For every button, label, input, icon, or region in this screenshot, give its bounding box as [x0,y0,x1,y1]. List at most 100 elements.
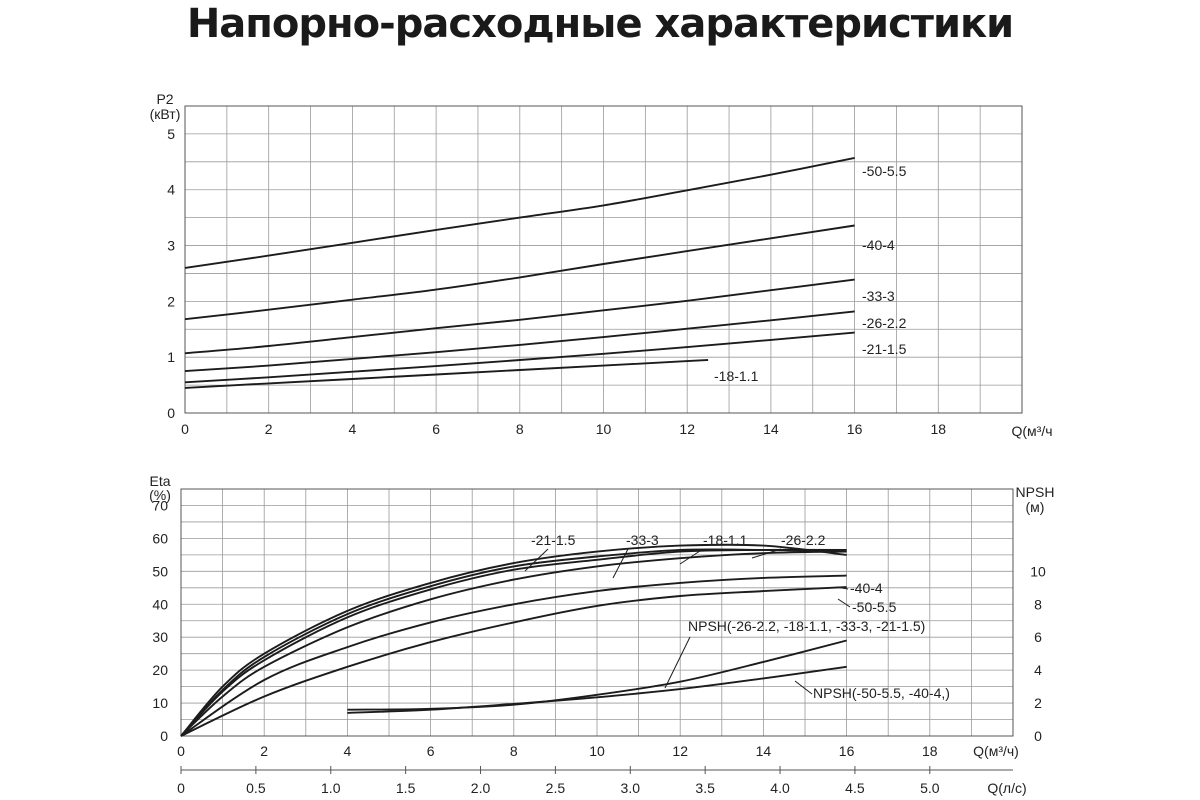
secondary-x-tick-label: 1.5 [396,780,416,796]
y2-tick-label: 4 [1034,662,1042,678]
secondary-x-tick-label: 2.5 [546,780,566,796]
series-label: -50-5.5 [852,599,897,615]
y2-axis-label: (м) [1026,499,1045,515]
y-tick-label: 1 [167,349,175,365]
x-tick-label: 2 [265,421,273,437]
secondary-x-tick-label: 0 [177,780,185,796]
label-leader-line [794,680,813,695]
y-tick-label: 20 [152,662,168,678]
power-chart: 0 2 4 6 8 10 12 14 16 18012345P2(кВт)Q(м³/ч-50-5.… [150,91,1053,439]
label-leader-line [835,586,849,590]
series-label: -18-1.1 [714,368,759,384]
x-tick-label: 16 [847,421,863,437]
x-tick-label: 4 [349,421,357,437]
x-tick-label: 10 [596,421,612,437]
y-tick-label: 10 [152,695,168,711]
x-tick-label: 10 [589,743,605,759]
x-tick-label: 0 [181,421,189,437]
y-tick-label: 0 [167,405,175,421]
x-tick-label: 4 [344,743,352,759]
y-tick-label: 5 [167,126,175,142]
y-tick-label: 2 [167,293,175,309]
efficiency-npsh-chart: 0 2 4 6 8 10 12 14 16 18 0 10 20 30 40 50 60 70 0 2 4 6 8 10 Eta… [149,473,1054,796]
series-label: NPSH(-50-5.5, -40-4,) [813,685,950,701]
series-label: -26-2.2 [862,315,907,331]
series-label: -33-3 [626,532,659,548]
series-line [180,574,847,737]
y2-tick-label: 0 [1034,728,1042,744]
plot-frame [184,105,1023,414]
x-tick-label: 16 [839,743,855,759]
x-tick-label: 6 [427,743,435,759]
y-tick-label: 4 [167,182,175,198]
label-leader-line [524,548,549,572]
series-label: -50-5.5 [862,163,907,179]
y-axis-label: (кВт) [150,106,181,122]
x-tick-label: 12 [672,743,688,759]
series-line [180,548,847,737]
y2-tick-label: 2 [1034,695,1042,711]
secondary-x-tick-label: 0.5 [246,780,266,796]
secondary-x-tick-label: 3.0 [621,780,641,796]
y2-tick-label: 8 [1034,596,1042,612]
x-tick-label: 0 [177,743,185,759]
series-line [184,156,855,269]
x-tick-label: 14 [763,421,779,437]
y2-tick-label: 10 [1030,563,1046,579]
y2-axis-label: NPSH [1016,484,1055,500]
series-label: -40-4 [862,237,895,253]
series-label: -33-3 [862,288,895,304]
y2-tick-label: 6 [1034,629,1042,645]
label-leader-line [664,636,691,689]
plot-frame [180,488,1014,737]
x-tick-label: 2 [260,743,268,759]
label-leader-line [837,598,851,608]
series-line [184,359,709,389]
y-axis-label: (%) [149,487,171,503]
y-tick-label: 50 [152,563,168,579]
y-tick-label: 30 [152,629,168,645]
series-label: -18-1.1 [703,532,748,548]
series-line [180,543,847,737]
page-title: Напорно-расходные характеристики [186,1,1014,47]
secondary-x-tick-label: 4.5 [845,780,865,796]
series-label: NPSH(-26-2.2, -18-1.1, -33-3, -21-1.5) [688,618,925,634]
secondary-x-tick-label: 1.0 [321,780,341,796]
series-label: -21-1.5 [531,532,576,548]
y-tick-label: 0 [160,728,168,744]
y-tick-label: 40 [152,596,168,612]
series-line [180,550,847,737]
series-line [184,224,855,321]
x-tick-label: 18 [931,421,947,437]
secondary-x-tick-label: 2.0 [471,780,491,796]
x-axis-label: Q(м³/ч [1011,423,1052,439]
series-line [180,586,847,737]
x-tick-label: 14 [756,743,772,759]
series-label: -21-1.5 [862,341,907,357]
secondary-x-tick-label: 3.5 [695,780,715,796]
x-axis-label: Q(м³/ч) [973,743,1019,759]
series-line [184,331,855,384]
label-leader-line [751,548,782,559]
secondary-x-tick-label: 4.0 [770,780,790,796]
series-line [347,665,847,714]
x-tick-label: 12 [679,421,695,437]
y-tick-label: 70 [152,497,168,513]
x-tick-label: 18 [922,743,938,759]
x-tick-label: 8 [510,743,518,759]
x-tick-label: 8 [516,421,524,437]
y-axis-label: Eta [149,473,170,489]
label-leader-line [612,548,629,579]
series-label: -40-4 [850,580,883,596]
y-axis-label: P2 [156,91,173,107]
series-line [184,278,855,355]
series-line [184,310,855,373]
y-tick-label: 60 [152,530,168,546]
secondary-x-tick-label: 5.0 [920,780,940,796]
label-leader-line [679,548,704,565]
y-tick-label: 3 [167,238,175,254]
series-label: -26-2.2 [781,532,826,548]
x-tick-label: 6 [432,421,440,437]
secondary-x-axis-label: Q(л/с) [987,780,1026,796]
